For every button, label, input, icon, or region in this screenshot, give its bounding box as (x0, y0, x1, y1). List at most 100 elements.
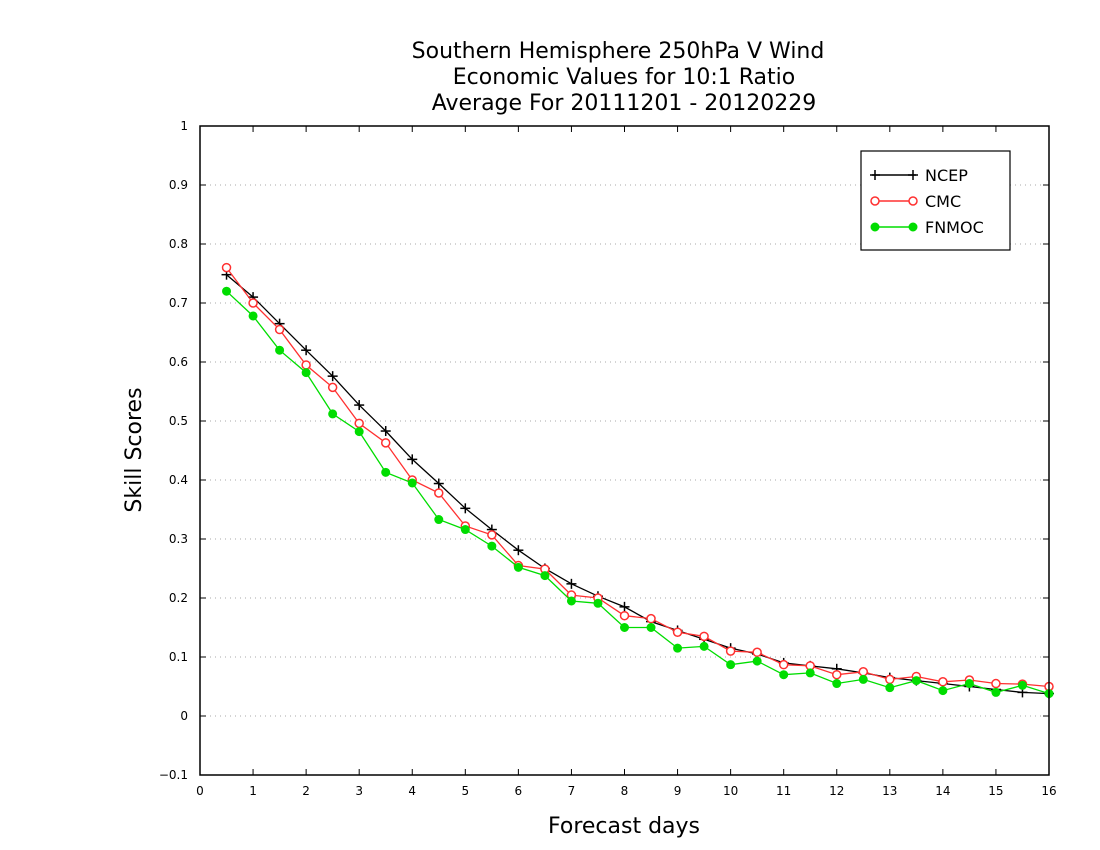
y-tick-label: 0.4 (169, 473, 188, 487)
cmc-point (274, 324, 285, 335)
y-axis-ticks: −0.1 0 0.1 0.2 0.3 0.4 0.5 0.6 0.7 0.8 0.9 1 (159, 119, 1049, 782)
x-tick-label: 7 (568, 784, 576, 798)
x-tick-label: 2 (302, 784, 310, 798)
cmc-point (354, 418, 364, 429)
fnmoc-point (991, 687, 1001, 697)
cmc-point (301, 360, 311, 370)
cmc-point (221, 262, 232, 273)
fnmoc-point (434, 515, 444, 525)
y-tick-label: −0.1 (159, 768, 188, 782)
fnmoc-point (673, 643, 683, 653)
ncep-point (433, 478, 444, 489)
cmc-point (672, 627, 683, 637)
legend-item-fnmoc: FNMOC (870, 218, 984, 237)
ncep-line (226, 274, 1050, 695)
legend-item-cmc: CMC (870, 192, 961, 211)
fnmoc-point (832, 679, 842, 689)
fnmoc-point (779, 670, 789, 680)
cmc-point (699, 631, 709, 642)
y-tick-label: 0.5 (169, 414, 188, 428)
cmc-point (885, 674, 895, 685)
series-ncep (221, 269, 1054, 699)
fnmoc-point (407, 478, 417, 488)
x-tick-label: 10 (723, 784, 738, 798)
fnmoc-point (381, 467, 391, 477)
ncep-point (354, 400, 365, 411)
cmc-point (487, 530, 497, 540)
cmc-point (832, 669, 842, 680)
chart-title: Southern Hemisphere 250hPa V Wind Econom… (412, 39, 825, 116)
ncep-point (566, 578, 577, 589)
cmc-point (646, 613, 656, 624)
ncep-point (513, 545, 524, 556)
x-axis-label: Forecast days (548, 814, 700, 839)
cmc-line (225, 267, 1050, 688)
fnmoc-point (593, 598, 603, 608)
legend-marker (908, 196, 918, 206)
y-tick-label: 0.7 (169, 296, 188, 310)
fnmoc-point (938, 686, 948, 696)
series-cmc (221, 262, 1054, 692)
x-tick-label: 3 (355, 784, 363, 798)
y-tick-label: 0.9 (169, 178, 188, 192)
title-line-3: Average For 20111201 - 20120229 (432, 91, 817, 116)
y-tick-label: 1 (180, 119, 188, 133)
fnmoc-point (487, 541, 497, 551)
fnmoc-point (301, 368, 311, 378)
fnmoc-point (752, 656, 762, 666)
fnmoc-point (354, 427, 364, 437)
cmc-point (619, 610, 630, 621)
y-tick-label: 0 (180, 709, 188, 723)
cmc-point (752, 647, 762, 658)
cmc-point (434, 488, 444, 498)
fnmoc-point (911, 676, 921, 686)
x-tick-label: 15 (988, 784, 1003, 798)
fnmoc-point (699, 641, 709, 651)
ncep-point (619, 601, 630, 612)
x-tick-label: 13 (882, 784, 897, 798)
ncep-point (327, 371, 338, 382)
ncep-point (301, 345, 312, 356)
x-tick-label: 11 (776, 784, 791, 798)
legend: NCEP CMC FNMOC (860, 150, 1011, 251)
legend-marker (870, 170, 880, 180)
cmc-point (248, 298, 258, 308)
legend-label: FNMOC (925, 218, 984, 237)
x-tick-label: 6 (515, 784, 523, 798)
fnmoc-point (805, 668, 815, 678)
series-layer (221, 262, 1054, 699)
x-tick-label: 9 (674, 784, 682, 798)
cmc-point (725, 646, 736, 656)
fnmoc-point (646, 623, 656, 632)
x-tick-label: 12 (829, 784, 844, 798)
legend-item-ncep: NCEP (870, 166, 968, 185)
cmc-point (778, 659, 789, 670)
cmc-point (327, 382, 338, 393)
series-fnmoc (222, 286, 1054, 699)
legend-label: NCEP (925, 166, 968, 185)
x-axis-ticks: 0 1 2 3 4 5 6 7 8 9 10 11 12 13 14 15 16 (196, 126, 1057, 798)
cmc-point (380, 438, 391, 448)
legend-marker (908, 170, 918, 180)
cmc-point (858, 667, 869, 677)
fnmoc-point (222, 286, 232, 296)
plot-frame (199, 125, 1050, 776)
x-tick-label: 8 (621, 784, 629, 798)
fnmoc-point (620, 623, 629, 632)
fnmoc-point (964, 679, 974, 689)
x-tick-label: 0 (196, 784, 204, 798)
fnmoc-point (540, 571, 550, 581)
fnmoc-point (726, 660, 736, 670)
fnmoc-point (460, 525, 470, 535)
y-axis-label: Skill Scores (122, 387, 147, 512)
fnmoc-line (226, 290, 1050, 695)
x-tick-label: 14 (935, 784, 950, 798)
legend-marker (870, 222, 880, 232)
cmc-point (991, 678, 1001, 689)
fnmoc-point (1017, 680, 1027, 690)
y-tick-label: 0.3 (169, 532, 188, 546)
fnmoc-point (566, 596, 576, 606)
ncep-point (407, 454, 418, 465)
gridlines (200, 184, 1049, 717)
